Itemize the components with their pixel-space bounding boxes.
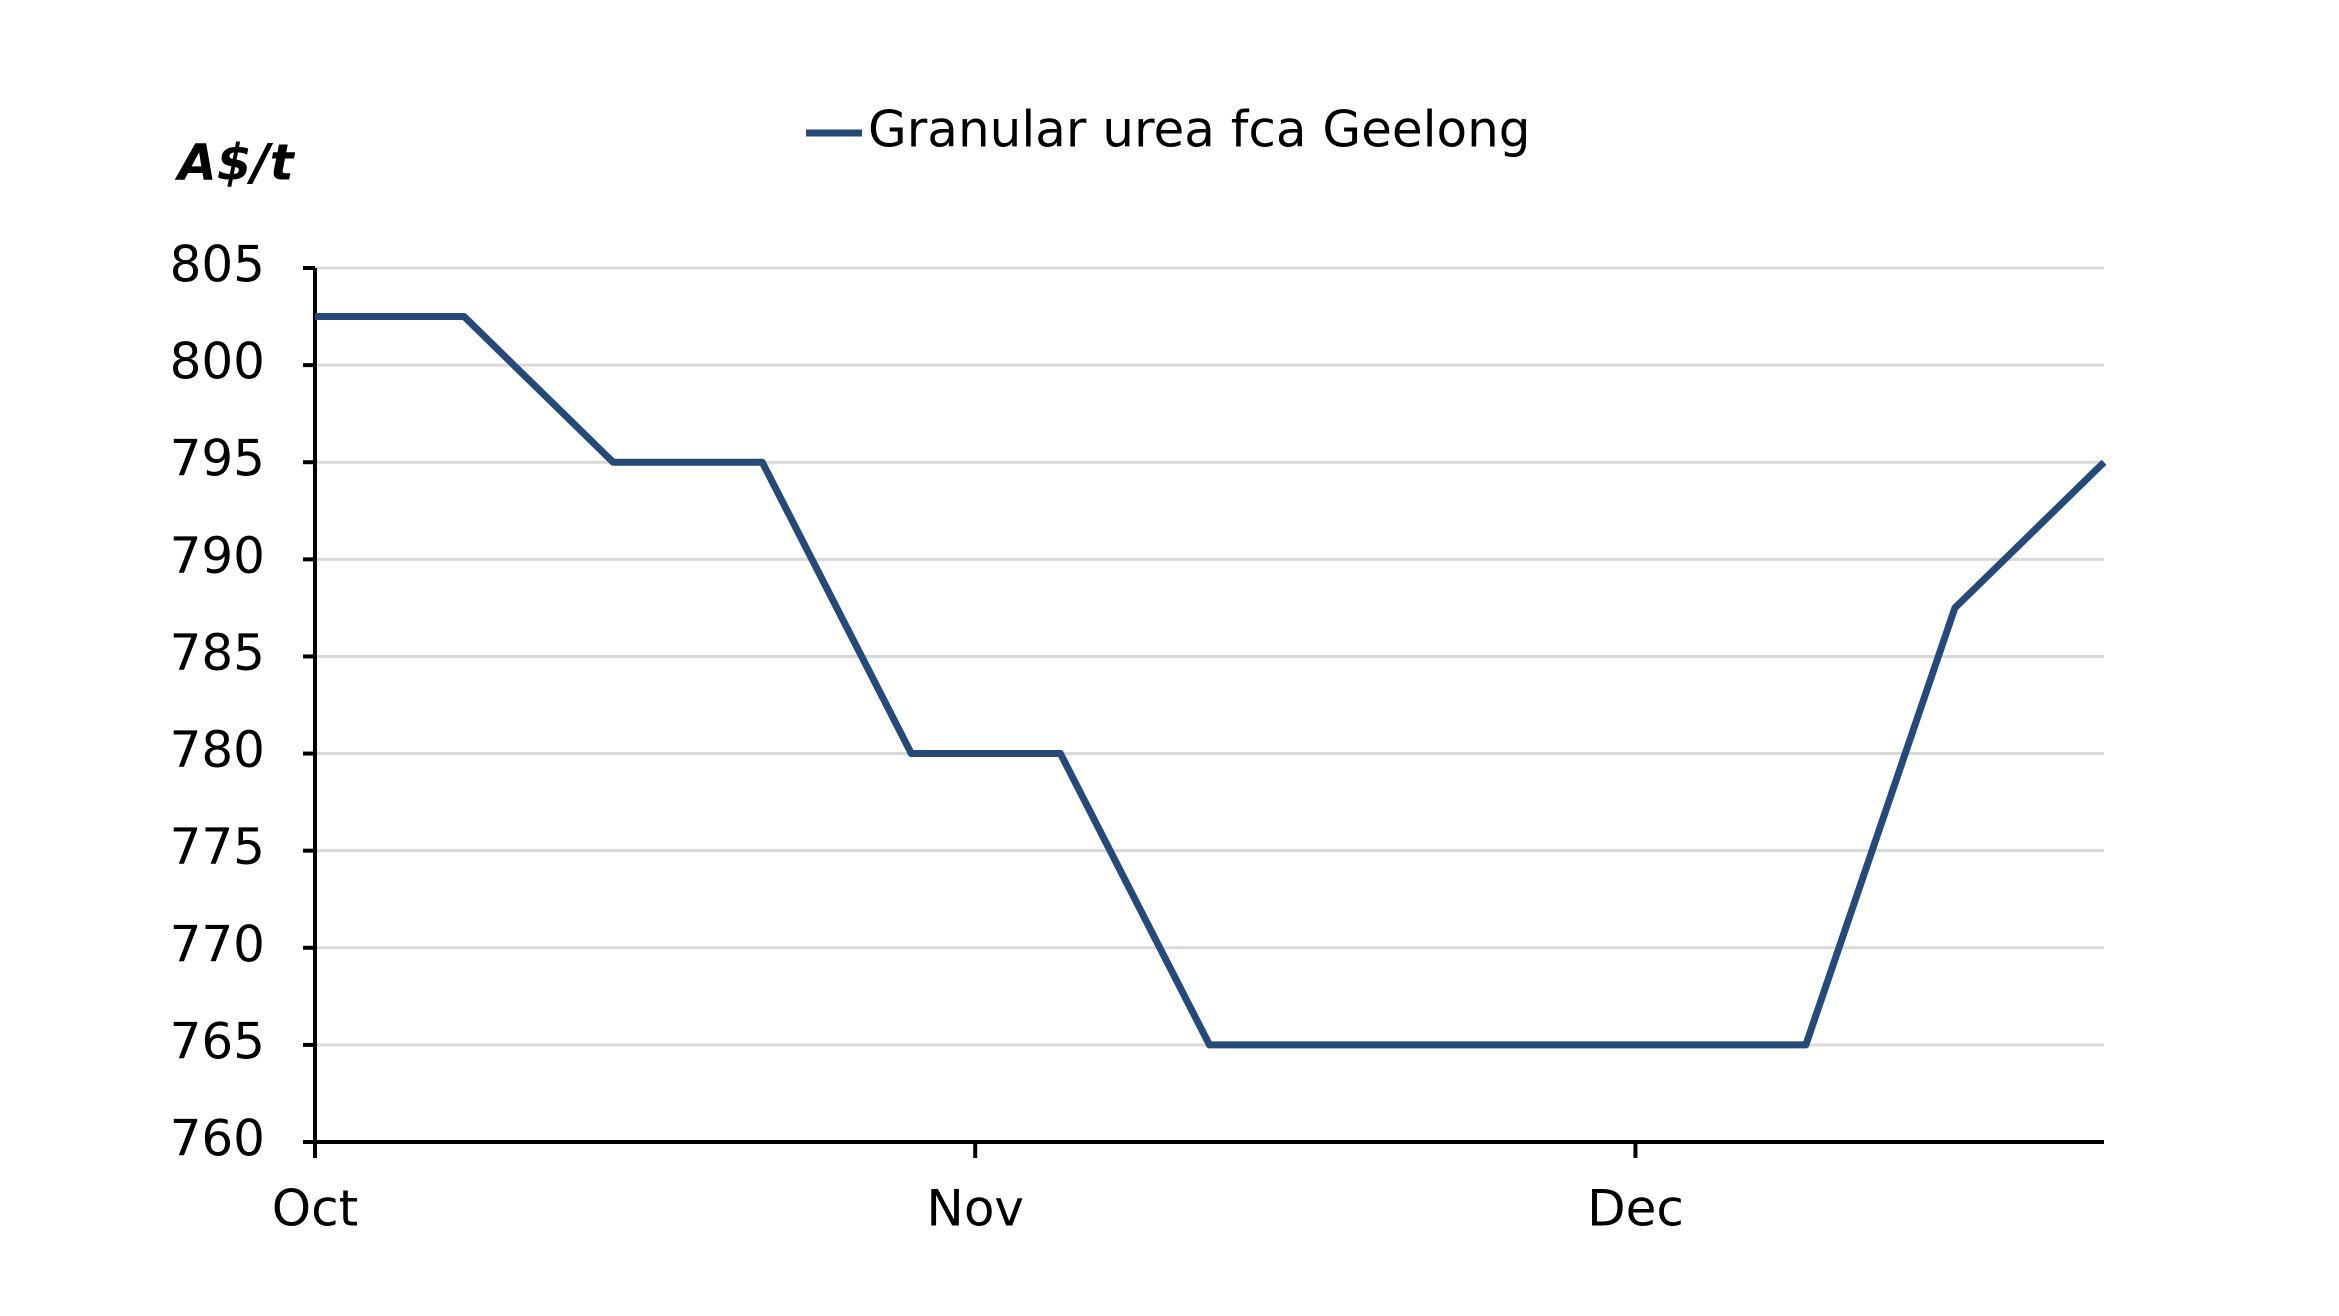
y-tick-label: 765 bbox=[170, 1012, 265, 1070]
data-line bbox=[315, 313, 2107, 1049]
y-axis-label: A$/t bbox=[174, 134, 296, 192]
y-tick-label: 780 bbox=[170, 721, 265, 779]
y-tick-label: 790 bbox=[170, 527, 265, 585]
legend-label: Granular urea fca Geelong bbox=[868, 101, 1531, 159]
y-tick-label: 805 bbox=[170, 236, 265, 294]
x-tick-label: Oct bbox=[272, 1180, 358, 1238]
y-tick-label: 800 bbox=[170, 333, 265, 391]
y-tick-label: 760 bbox=[170, 1110, 265, 1168]
y-tick-label: 785 bbox=[170, 624, 265, 682]
y-tick-label: 795 bbox=[170, 430, 265, 488]
x-tick-label: Nov bbox=[926, 1180, 1024, 1238]
y-tick-label: 775 bbox=[170, 818, 265, 876]
y-tick-label: 770 bbox=[170, 915, 265, 973]
x-tick-label: Dec bbox=[1587, 1180, 1684, 1238]
